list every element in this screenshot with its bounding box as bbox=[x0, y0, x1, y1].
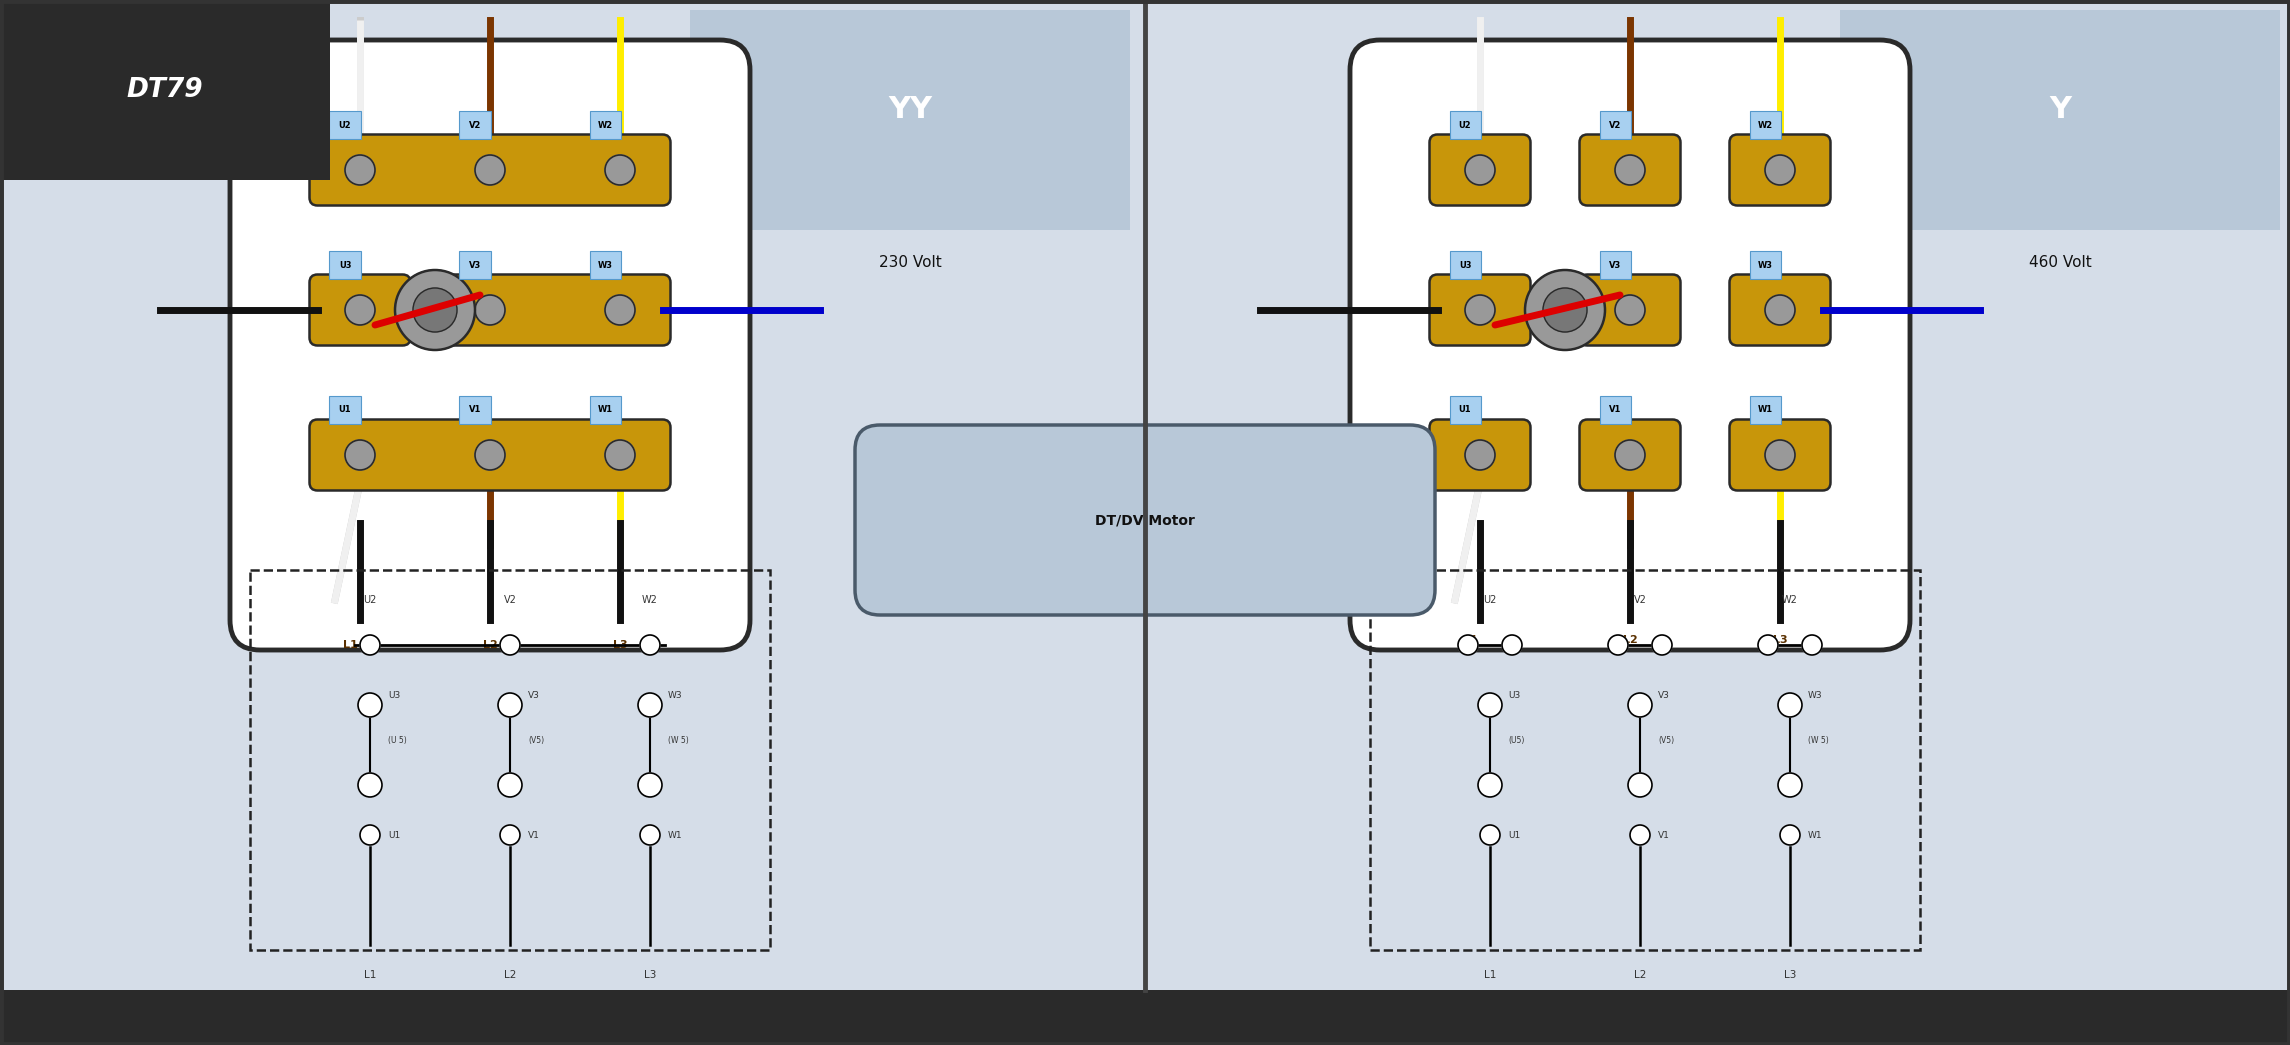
Circle shape bbox=[1766, 440, 1795, 470]
Text: W2: W2 bbox=[1782, 595, 1798, 605]
Circle shape bbox=[1466, 295, 1495, 325]
Circle shape bbox=[639, 773, 662, 797]
Text: V3: V3 bbox=[1610, 260, 1621, 270]
FancyBboxPatch shape bbox=[1429, 135, 1530, 206]
Circle shape bbox=[360, 825, 380, 845]
Text: V2: V2 bbox=[469, 120, 481, 130]
FancyBboxPatch shape bbox=[1729, 275, 1830, 346]
Text: L1: L1 bbox=[1484, 970, 1495, 980]
FancyBboxPatch shape bbox=[1750, 111, 1782, 139]
Text: U2: U2 bbox=[364, 595, 376, 605]
Circle shape bbox=[497, 693, 522, 717]
Text: (U5): (U5) bbox=[1509, 736, 1525, 744]
Circle shape bbox=[1466, 440, 1495, 470]
Circle shape bbox=[1779, 825, 1800, 845]
Circle shape bbox=[346, 295, 376, 325]
Circle shape bbox=[1630, 825, 1651, 845]
FancyBboxPatch shape bbox=[309, 135, 671, 206]
Circle shape bbox=[1651, 635, 1672, 655]
FancyBboxPatch shape bbox=[1450, 396, 1482, 424]
Text: U3: U3 bbox=[387, 691, 401, 699]
FancyBboxPatch shape bbox=[1450, 111, 1482, 139]
Text: U1: U1 bbox=[339, 405, 350, 415]
Text: L1: L1 bbox=[364, 970, 376, 980]
Circle shape bbox=[474, 295, 506, 325]
Text: W3: W3 bbox=[1809, 691, 1823, 699]
Text: YY: YY bbox=[889, 95, 932, 124]
Text: (V5): (V5) bbox=[529, 736, 545, 744]
Text: V2: V2 bbox=[1633, 595, 1647, 605]
Circle shape bbox=[1766, 155, 1795, 185]
FancyBboxPatch shape bbox=[1598, 111, 1630, 139]
Text: U3: U3 bbox=[1509, 691, 1521, 699]
Text: (U 5): (U 5) bbox=[387, 736, 408, 744]
Text: L2: L2 bbox=[483, 640, 497, 650]
Text: V2: V2 bbox=[1610, 120, 1621, 130]
Text: L1: L1 bbox=[344, 640, 357, 650]
Text: W2: W2 bbox=[598, 120, 611, 130]
Text: (W 5): (W 5) bbox=[669, 736, 689, 744]
FancyBboxPatch shape bbox=[1598, 396, 1630, 424]
Text: L2: L2 bbox=[1624, 635, 1637, 645]
Circle shape bbox=[1614, 440, 1644, 470]
Circle shape bbox=[639, 635, 660, 655]
Circle shape bbox=[1477, 693, 1502, 717]
Text: V1: V1 bbox=[469, 405, 481, 415]
Circle shape bbox=[499, 635, 520, 655]
Text: W1: W1 bbox=[669, 831, 682, 839]
FancyBboxPatch shape bbox=[1750, 396, 1782, 424]
FancyBboxPatch shape bbox=[1429, 275, 1530, 346]
Circle shape bbox=[1525, 270, 1605, 350]
FancyBboxPatch shape bbox=[309, 275, 410, 346]
FancyBboxPatch shape bbox=[589, 251, 621, 279]
Text: U1: U1 bbox=[1459, 405, 1470, 415]
Text: (V5): (V5) bbox=[1658, 736, 1674, 744]
Circle shape bbox=[357, 693, 382, 717]
Text: L3: L3 bbox=[614, 640, 627, 650]
Circle shape bbox=[1777, 773, 1802, 797]
Text: L3: L3 bbox=[643, 970, 657, 980]
Text: W3: W3 bbox=[1756, 260, 1772, 270]
FancyBboxPatch shape bbox=[330, 251, 360, 279]
Circle shape bbox=[1608, 635, 1628, 655]
Circle shape bbox=[346, 440, 376, 470]
FancyBboxPatch shape bbox=[309, 419, 671, 490]
Circle shape bbox=[1759, 635, 1777, 655]
Text: L3: L3 bbox=[1784, 970, 1795, 980]
Text: U2: U2 bbox=[1484, 595, 1498, 605]
Text: W2: W2 bbox=[641, 595, 657, 605]
Circle shape bbox=[499, 825, 520, 845]
Circle shape bbox=[1628, 773, 1651, 797]
FancyBboxPatch shape bbox=[1580, 275, 1681, 346]
Text: W2: W2 bbox=[1756, 120, 1772, 130]
Text: 460 Volt: 460 Volt bbox=[2029, 255, 2091, 270]
FancyBboxPatch shape bbox=[1351, 40, 1910, 650]
Circle shape bbox=[497, 773, 522, 797]
Text: L3: L3 bbox=[1772, 635, 1786, 645]
Text: V1: V1 bbox=[1658, 831, 1669, 839]
Text: V3: V3 bbox=[529, 691, 540, 699]
Circle shape bbox=[605, 440, 634, 470]
Text: V3: V3 bbox=[469, 260, 481, 270]
Circle shape bbox=[639, 693, 662, 717]
Text: L2: L2 bbox=[504, 970, 515, 980]
Circle shape bbox=[605, 155, 634, 185]
Text: W3: W3 bbox=[669, 691, 682, 699]
Text: V3: V3 bbox=[1658, 691, 1669, 699]
Text: V1: V1 bbox=[1610, 405, 1621, 415]
Circle shape bbox=[474, 440, 506, 470]
FancyBboxPatch shape bbox=[1450, 251, 1482, 279]
Circle shape bbox=[1628, 693, 1651, 717]
FancyBboxPatch shape bbox=[330, 111, 360, 139]
Text: U1: U1 bbox=[387, 831, 401, 839]
Text: V1: V1 bbox=[529, 831, 540, 839]
Text: W1: W1 bbox=[598, 405, 611, 415]
FancyBboxPatch shape bbox=[589, 396, 621, 424]
FancyBboxPatch shape bbox=[1580, 135, 1681, 206]
Text: U1: U1 bbox=[1509, 831, 1521, 839]
Circle shape bbox=[1477, 773, 1502, 797]
Circle shape bbox=[357, 773, 382, 797]
FancyBboxPatch shape bbox=[854, 425, 1436, 616]
Circle shape bbox=[1466, 155, 1495, 185]
